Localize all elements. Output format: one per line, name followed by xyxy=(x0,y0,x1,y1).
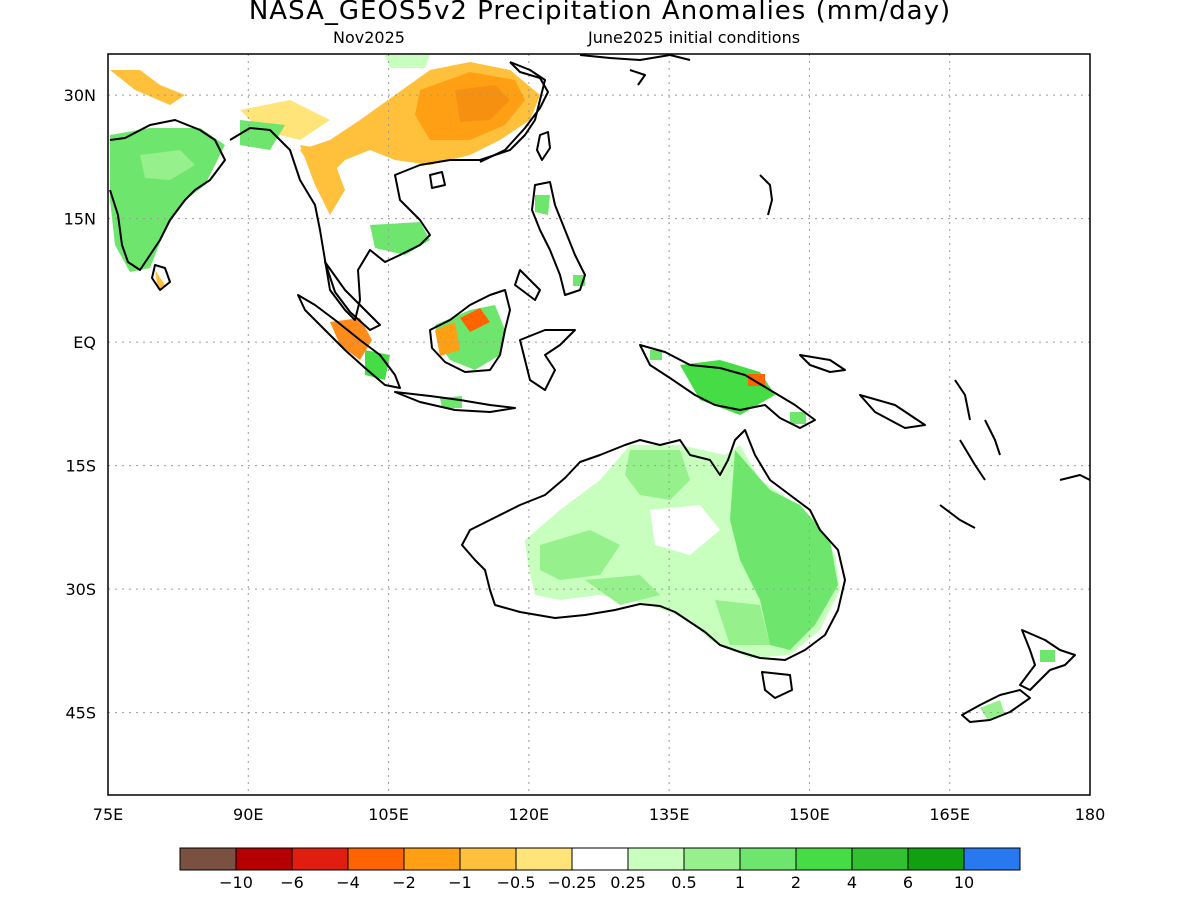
initial-conditions: June2025 initial conditions xyxy=(588,28,801,47)
colorbar-label: −2 xyxy=(392,873,416,892)
coastlines xyxy=(109,54,1091,723)
colorbar-swatch xyxy=(515,847,573,871)
lat-lon-grid xyxy=(108,54,1090,795)
colorbar-label: 6 xyxy=(903,873,913,892)
colorbar-label: −1 xyxy=(448,873,472,892)
y-tick-label: 15S xyxy=(65,457,96,476)
colorbar-swatch xyxy=(291,847,349,871)
x-tick-label: 120E xyxy=(509,805,550,824)
plot-frame xyxy=(107,53,1091,796)
y-tick-label: 30N xyxy=(64,86,96,105)
colorbar-swatch xyxy=(739,847,797,871)
y-tick-label: 15N xyxy=(64,210,96,229)
map-title: NASA_GEOS5v2 Precipitation Anomalies (mm… xyxy=(248,0,952,26)
colorbar-label: 2 xyxy=(791,873,801,892)
colorbar-label: −10 xyxy=(219,873,253,892)
x-tick-label: 180 xyxy=(1075,805,1106,824)
colorbar-label: −4 xyxy=(336,873,360,892)
x-tick-label: 75E xyxy=(93,805,123,824)
colorbar-swatch xyxy=(571,847,629,871)
colorbar-label: −0.5 xyxy=(497,873,536,892)
india-wet-area xyxy=(110,128,225,272)
colorbar-swatch xyxy=(459,847,517,871)
colorbar-label: −0.25 xyxy=(547,873,596,892)
colorbar-swatch xyxy=(627,847,685,871)
colorbar-label: −6 xyxy=(280,873,304,892)
colorbar-label: 1 xyxy=(735,873,745,892)
colorbar-label: 10 xyxy=(954,873,974,892)
x-tick-label: 165E xyxy=(929,805,970,824)
x-tick-label: 105E xyxy=(368,805,409,824)
y-tick-label: EQ xyxy=(73,333,96,352)
x-tick-label: 150E xyxy=(789,805,830,824)
forecast-month: Nov2025 xyxy=(333,28,405,47)
colorbar: −10 −6 −4 −2 −1 −0.5 −0.25 0.25 0.5 1 2 4 6 10 xyxy=(179,847,1021,892)
x-tick-label: 135E xyxy=(649,805,690,824)
y-axis-ticks: 30N 15N EQ 15S 30S 45S xyxy=(64,86,96,723)
x-tick-label: 90E xyxy=(233,805,263,824)
colorbar-label: 0.25 xyxy=(610,873,646,892)
colorbar-label: 4 xyxy=(847,873,857,892)
anomaly-shading xyxy=(110,55,1055,720)
colorbar-swatch xyxy=(963,847,1021,871)
y-tick-label: 30S xyxy=(65,580,96,599)
colorbar-swatch xyxy=(235,847,293,871)
colorbar-swatch xyxy=(347,847,405,871)
colorbar-swatch xyxy=(179,847,237,871)
colorbar-swatch xyxy=(683,847,741,871)
colorbar-swatch xyxy=(403,847,461,871)
colorbar-label: 0.5 xyxy=(671,873,696,892)
colorbar-swatch xyxy=(907,847,965,871)
colorbar-swatch xyxy=(851,847,909,871)
y-tick-label: 45S xyxy=(65,704,96,723)
colorbar-swatch xyxy=(795,847,853,871)
x-axis-ticks: 75E 90E 105E 120E 135E 150E 165E 180 xyxy=(93,805,1106,824)
